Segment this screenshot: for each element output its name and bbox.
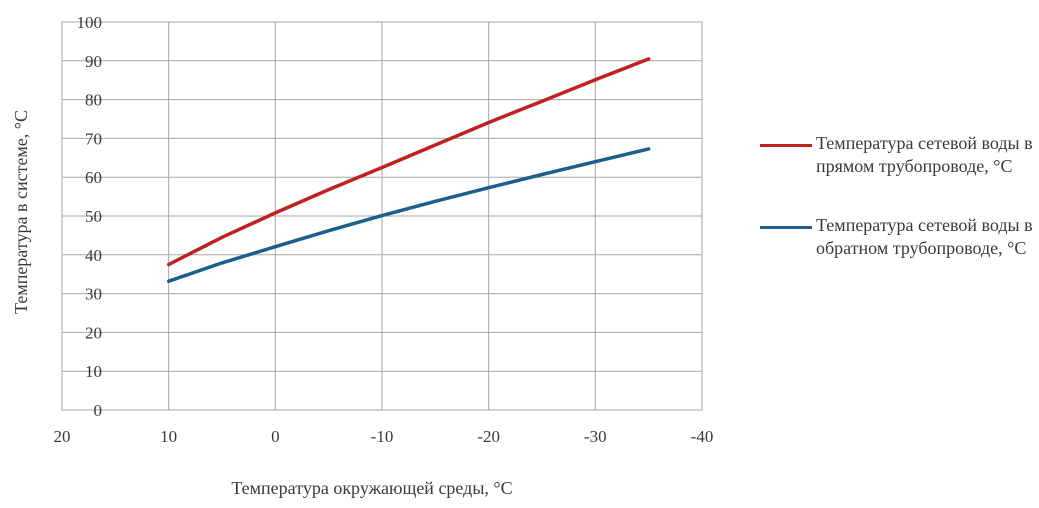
x-tick-label: -10 xyxy=(371,427,394,446)
y-tick-label: 70 xyxy=(85,129,102,148)
x-tick-label: -30 xyxy=(584,427,607,446)
y-tick-label: 80 xyxy=(85,91,102,110)
legend-label-supply: Температура сетевой воды в прямом трубоп… xyxy=(816,133,1033,176)
x-tick-label: -40 xyxy=(691,427,714,446)
y-tick-label: 40 xyxy=(85,246,102,265)
series-line-supply xyxy=(166,57,651,267)
y-tick-label: 90 xyxy=(85,52,102,71)
x-tick-label: 20 xyxy=(54,427,71,446)
x-tick-label: -20 xyxy=(477,427,500,446)
y-tick-label: 30 xyxy=(85,285,102,304)
legend-swatch-supply xyxy=(760,144,812,147)
y-axis-title: Температура в системе, °С xyxy=(11,110,31,314)
x-axis-title: Температура окружающей среды, °С xyxy=(231,478,512,498)
x-tick-label: 0 xyxy=(271,427,280,446)
legend: Температура сетевой воды в прямом трубоп… xyxy=(760,132,1035,296)
series-line-return xyxy=(166,147,651,283)
y-tick-label: 100 xyxy=(77,13,103,32)
legend-item-return: Температура сетевой воды в обратном труб… xyxy=(760,214,1035,260)
y-tick-label: 50 xyxy=(85,207,102,226)
x-tick-label: 10 xyxy=(160,427,177,446)
legend-label-return: Температура сетевой воды в обратном труб… xyxy=(816,215,1033,258)
legend-swatch-return xyxy=(760,226,812,229)
y-tick-label: 20 xyxy=(85,323,102,342)
legend-item-supply: Температура сетевой воды в прямом трубоп… xyxy=(760,132,1035,178)
y-tick-label: 10 xyxy=(85,362,102,381)
y-tick-label: 0 xyxy=(94,401,103,420)
y-tick-label: 60 xyxy=(85,168,102,187)
